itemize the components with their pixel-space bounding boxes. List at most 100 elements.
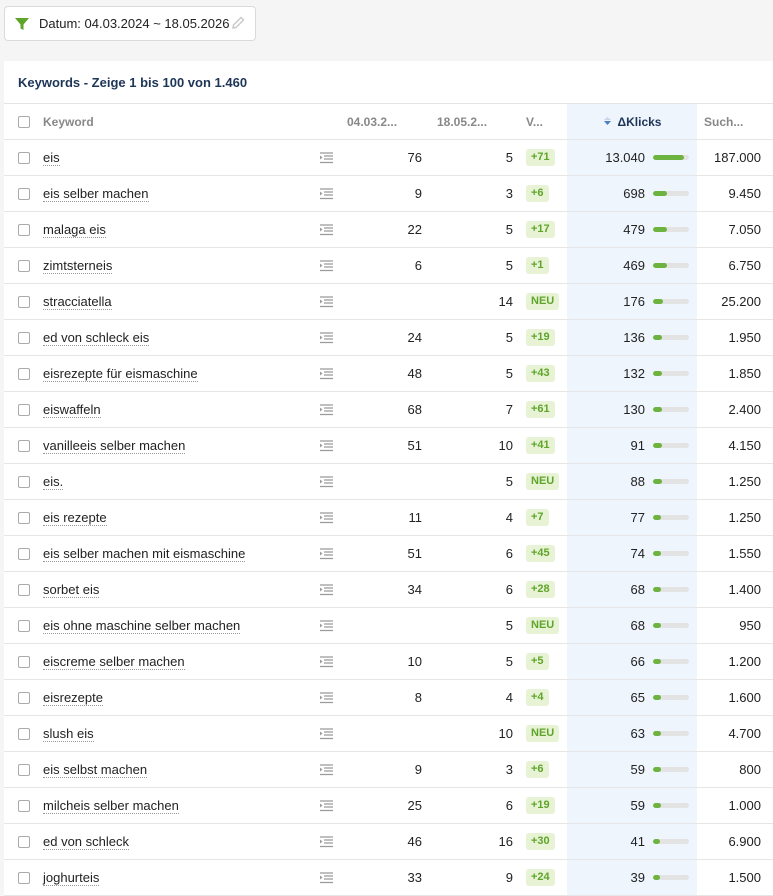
indent-list-icon[interactable] bbox=[320, 403, 333, 416]
keyword-link[interactable]: eis selber machen bbox=[43, 185, 149, 202]
col-date1[interactable]: 04.03.2... bbox=[347, 114, 398, 129]
klicks-bar bbox=[653, 644, 689, 679]
keyword-link[interactable]: stracciatella bbox=[43, 293, 112, 310]
col-suchvolumen[interactable]: Such... bbox=[704, 114, 744, 129]
row-checkbox[interactable] bbox=[18, 176, 30, 211]
row-checkbox[interactable] bbox=[18, 428, 30, 463]
indent-list-icon[interactable] bbox=[320, 691, 333, 704]
row-checkbox[interactable] bbox=[18, 824, 30, 859]
keyword-link[interactable]: ed von schleck eis bbox=[43, 329, 150, 346]
row-checkbox[interactable] bbox=[18, 392, 30, 427]
col-date2[interactable]: 18.05.2... bbox=[437, 114, 488, 129]
keyword-link[interactable]: eiswaffeln bbox=[43, 401, 101, 418]
indent-list-icon[interactable] bbox=[320, 871, 333, 884]
date2-value: 5 bbox=[505, 618, 513, 633]
klicks-value: 13.040 bbox=[605, 150, 645, 165]
row-checkbox[interactable] bbox=[18, 500, 30, 535]
suchvolumen-value: 25.200 bbox=[721, 294, 761, 309]
indent-list-icon[interactable] bbox=[320, 223, 333, 236]
date2-value: 4 bbox=[505, 510, 513, 525]
keyword-link[interactable]: eis. bbox=[43, 473, 64, 490]
pencil-icon[interactable] bbox=[231, 16, 245, 30]
row-checkbox[interactable] bbox=[18, 788, 30, 823]
klicks-value: 91 bbox=[630, 438, 645, 453]
keyword-link[interactable]: ed von schleck bbox=[43, 833, 129, 850]
keyword-link[interactable]: eis bbox=[43, 149, 60, 166]
keyword-link[interactable]: eis selbst machen bbox=[43, 761, 148, 778]
suchvolumen-value: 800 bbox=[739, 762, 761, 777]
table-row: slush eis 10 NEU 63 4.700 bbox=[4, 716, 773, 752]
indent-list-icon[interactable] bbox=[320, 763, 333, 776]
keyword-link[interactable]: eisrezepte bbox=[43, 689, 103, 706]
klicks-value: 63 bbox=[630, 726, 645, 741]
keyword-link[interactable]: milcheis selber machen bbox=[43, 797, 179, 814]
keyword-link[interactable]: eiscreme selber machen bbox=[43, 653, 185, 670]
change-badge: NEU bbox=[526, 617, 560, 634]
suchvolumen-value: 7.050 bbox=[728, 222, 761, 237]
klicks-bar bbox=[653, 500, 689, 535]
row-checkbox[interactable] bbox=[18, 356, 30, 391]
indent-list-icon[interactable] bbox=[320, 547, 333, 560]
row-checkbox[interactable] bbox=[18, 212, 30, 247]
keyword-link[interactable]: zimtsterneis bbox=[43, 257, 113, 274]
indent-list-icon[interactable] bbox=[320, 727, 333, 740]
change-badge: +19 bbox=[526, 797, 555, 814]
indent-list-icon[interactable] bbox=[320, 799, 333, 812]
row-checkbox[interactable] bbox=[18, 572, 30, 607]
change-badge: +17 bbox=[526, 221, 555, 238]
keyword-link[interactable]: malaga eis bbox=[43, 221, 106, 238]
keyword-link[interactable]: eis rezepte bbox=[43, 509, 107, 526]
table-body: eis 76 5 +71 13.040 187.000 eis selber machen 9… bbox=[4, 140, 773, 896]
indent-list-icon[interactable] bbox=[320, 259, 333, 272]
select-all-checkbox[interactable] bbox=[18, 104, 30, 139]
indent-list-icon[interactable] bbox=[320, 619, 333, 632]
table-row: ed von schleck 46 16 +30 41 6.900 bbox=[4, 824, 773, 860]
indent-list-icon[interactable] bbox=[320, 151, 333, 164]
row-checkbox[interactable] bbox=[18, 860, 30, 895]
date2-value: 10 bbox=[498, 726, 513, 741]
indent-list-icon[interactable] bbox=[320, 835, 333, 848]
klicks-value: 132 bbox=[623, 366, 645, 381]
row-checkbox[interactable] bbox=[18, 644, 30, 679]
indent-list-icon[interactable] bbox=[320, 439, 333, 452]
indent-list-icon[interactable] bbox=[320, 187, 333, 200]
row-checkbox[interactable] bbox=[18, 536, 30, 571]
indent-list-icon[interactable] bbox=[320, 331, 333, 344]
row-checkbox[interactable] bbox=[18, 320, 30, 355]
indent-list-icon[interactable] bbox=[320, 511, 333, 524]
indent-list-icon[interactable] bbox=[320, 583, 333, 596]
date1-value: 11 bbox=[408, 510, 423, 525]
keyword-link[interactable]: eisrezepte für eismaschine bbox=[43, 365, 198, 382]
row-checkbox[interactable] bbox=[18, 752, 30, 787]
keyword-link[interactable]: sorbet eis bbox=[43, 581, 100, 598]
keyword-link[interactable]: eis ohne maschine selber machen bbox=[43, 617, 241, 634]
col-klicks[interactable]: ΔKlicks bbox=[567, 104, 697, 139]
keyword-link[interactable]: eis selber machen mit eismaschine bbox=[43, 545, 246, 562]
keyword-link[interactable]: joghurteis bbox=[43, 869, 100, 886]
date1-value: 6 bbox=[414, 258, 422, 273]
indent-list-icon[interactable] bbox=[320, 475, 333, 488]
row-checkbox[interactable] bbox=[18, 716, 30, 751]
col-change[interactable]: V... bbox=[526, 114, 543, 129]
row-checkbox[interactable] bbox=[18, 140, 30, 175]
keyword-link[interactable]: slush eis bbox=[43, 725, 94, 742]
indent-list-icon[interactable] bbox=[320, 295, 333, 308]
row-checkbox[interactable] bbox=[18, 464, 30, 499]
date2-value: 14 bbox=[498, 294, 513, 309]
indent-list-icon[interactable] bbox=[320, 655, 333, 668]
date1-value: 33 bbox=[407, 870, 422, 885]
klicks-value: 176 bbox=[623, 294, 645, 309]
date2-value: 3 bbox=[505, 762, 513, 777]
row-checkbox[interactable] bbox=[18, 680, 30, 715]
col-keyword[interactable]: Keyword bbox=[43, 114, 94, 129]
table-row: milcheis selber machen 25 6 +19 59 1.000 bbox=[4, 788, 773, 824]
row-checkbox[interactable] bbox=[18, 248, 30, 283]
row-checkbox[interactable] bbox=[18, 284, 30, 319]
date1-value: 22 bbox=[407, 222, 422, 237]
row-checkbox[interactable] bbox=[18, 608, 30, 643]
klicks-bar bbox=[653, 752, 689, 787]
indent-list-icon[interactable] bbox=[320, 367, 333, 380]
klicks-value: 66 bbox=[630, 654, 645, 669]
keyword-link[interactable]: vanilleeis selber machen bbox=[43, 437, 186, 454]
date-filter-button[interactable]: Datum: 04.03.2024 ~ 18.05.2026 bbox=[4, 6, 256, 41]
